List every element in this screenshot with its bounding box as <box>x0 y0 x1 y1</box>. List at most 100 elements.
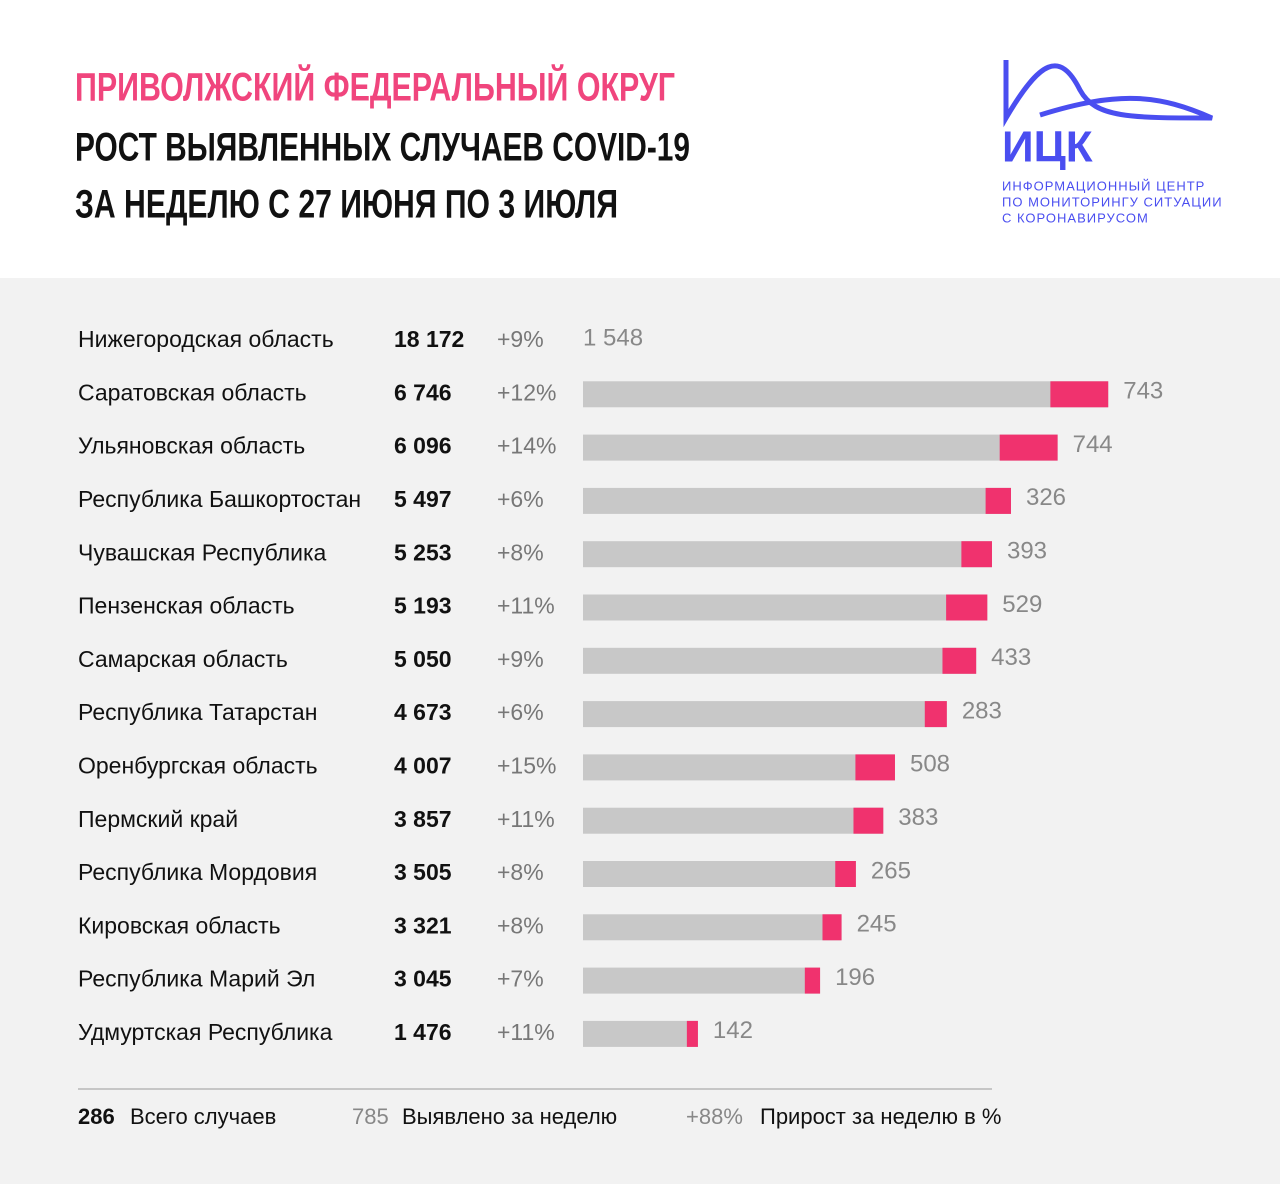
logo-caption: ПО МОНИТОРИНГУ СИТУАЦИИ <box>1002 194 1223 209</box>
new-label: 265 <box>871 857 911 884</box>
growth-label: +8% <box>497 912 544 938</box>
growth-label: +6% <box>497 699 544 725</box>
new-label: 326 <box>1026 484 1066 511</box>
total-label: 3 321 <box>394 912 452 938</box>
title: РОСТ ВЫЯВЛЕННЫХ СЛУЧАЕВ COVID-19 <box>75 126 690 170</box>
total-bar <box>583 381 1109 408</box>
region-name: Нижегородская область <box>78 326 334 352</box>
total-bar <box>583 1020 698 1047</box>
legend-value: 286 <box>78 1104 115 1129</box>
total-bar <box>583 807 884 834</box>
growth-label: +8% <box>497 539 544 565</box>
region-name: Республика Марий Эл <box>78 966 315 992</box>
growth-label: +14% <box>497 433 556 459</box>
region-name: Удмуртская Республика <box>78 1019 333 1045</box>
growth-label: +11% <box>497 593 555 619</box>
growth-label: +11% <box>497 1019 555 1045</box>
total-label: 5 253 <box>394 539 452 565</box>
region-name: Оренбургская область <box>78 752 318 778</box>
new-bar <box>1050 381 1109 408</box>
new-label: 508 <box>910 751 950 778</box>
total-bar <box>583 914 842 941</box>
region-name: Кировская область <box>78 912 281 938</box>
region-name: Самарская область <box>78 646 288 672</box>
total-bar <box>583 701 947 728</box>
new-label: 245 <box>857 911 897 938</box>
region-name: Республика Башкортостан <box>78 486 361 512</box>
total-bar <box>583 647 977 674</box>
total-label: 4 673 <box>394 699 452 725</box>
total-label: 6 746 <box>394 379 452 405</box>
growth-label: +8% <box>497 859 544 885</box>
legend-label: Всего случаев <box>130 1104 276 1129</box>
new-bar <box>686 1020 698 1047</box>
new-bar <box>853 807 884 834</box>
total-bar <box>583 434 1058 461</box>
total-label: 3 505 <box>394 859 452 885</box>
legend-value: 785 <box>352 1104 389 1129</box>
total-bar <box>583 541 992 568</box>
growth-label: +15% <box>497 752 556 778</box>
logo: ИЦК ИНФОРМАЦИОННЫЙ ЦЕНТР ПО МОНИТОРИНГУ … <box>1002 60 1223 225</box>
total-label: 1 476 <box>394 1019 452 1045</box>
new-label: 142 <box>713 1017 753 1044</box>
new-bar <box>985 487 1011 514</box>
region-name: Пермский край <box>78 806 238 832</box>
total-label: 18 172 <box>394 326 464 352</box>
new-label: 433 <box>991 644 1031 671</box>
region-name: Пензенская область <box>78 593 295 619</box>
total-label: 3 045 <box>394 966 452 992</box>
total-bar <box>583 861 856 887</box>
new-bar <box>804 967 821 994</box>
logo-caption: С КОРОНАВИРУСОМ <box>1002 210 1149 225</box>
region-name: Ульяновская область <box>78 433 305 459</box>
total-label: 5 050 <box>394 646 452 672</box>
new-label: 744 <box>1073 431 1113 458</box>
new-bar <box>961 541 992 568</box>
title: ЗА НЕДЕЛЮ С 27 ИЮНЯ ПО 3 ИЮЛЯ <box>75 183 618 227</box>
growth-label: +11% <box>497 806 555 832</box>
new-bar <box>999 434 1058 461</box>
legend-value: +88% <box>686 1104 743 1129</box>
growth-label: +9% <box>497 646 544 672</box>
new-bar <box>942 647 977 674</box>
logo-caption: ИНФОРМАЦИОННЫЙ ЦЕНТР <box>1002 178 1205 193</box>
new-label: 196 <box>835 964 875 991</box>
region-name: Республика Мордовия <box>78 859 317 885</box>
title: ПРИВОЛЖСКИЙ ФЕДЕРАЛЬНЫЙ ОКРУГ <box>75 64 675 110</box>
logo-name: ИЦК <box>1002 123 1093 172</box>
header-bg <box>0 0 1280 278</box>
total-label: 4 007 <box>394 752 452 778</box>
growth-label: +9% <box>497 326 544 352</box>
region-name: Саратовская область <box>78 379 307 405</box>
new-label: 1 548 <box>583 324 643 351</box>
new-label: 529 <box>1002 591 1042 618</box>
growth-label: +6% <box>497 486 544 512</box>
total-label: 5 497 <box>394 486 452 512</box>
new-bar <box>924 701 947 728</box>
new-bar <box>946 594 988 621</box>
new-bar <box>835 861 856 887</box>
region-name: Чувашская Республика <box>78 539 327 565</box>
total-bar <box>583 754 895 781</box>
total-label: 6 096 <box>394 433 452 459</box>
legend-label: Прирост за неделю в % <box>760 1104 1001 1129</box>
new-label: 383 <box>898 804 938 831</box>
new-label: 393 <box>1007 538 1047 565</box>
body-bg <box>0 278 1280 1184</box>
logo-mark <box>1003 60 1214 128</box>
new-bar <box>822 914 842 941</box>
region-name: Республика Татарстан <box>78 699 317 725</box>
total-bar <box>583 594 988 621</box>
total-bar <box>583 967 821 994</box>
new-label: 283 <box>962 697 1002 724</box>
new-label: 743 <box>1123 378 1163 405</box>
growth-label: +7% <box>497 966 544 992</box>
total-label: 3 857 <box>394 806 452 832</box>
total-bar <box>583 487 1011 514</box>
new-bar <box>855 754 895 781</box>
growth-label: +12% <box>497 379 556 405</box>
legend-label: Выявлено за неделю <box>402 1104 617 1129</box>
total-label: 5 193 <box>394 593 452 619</box>
